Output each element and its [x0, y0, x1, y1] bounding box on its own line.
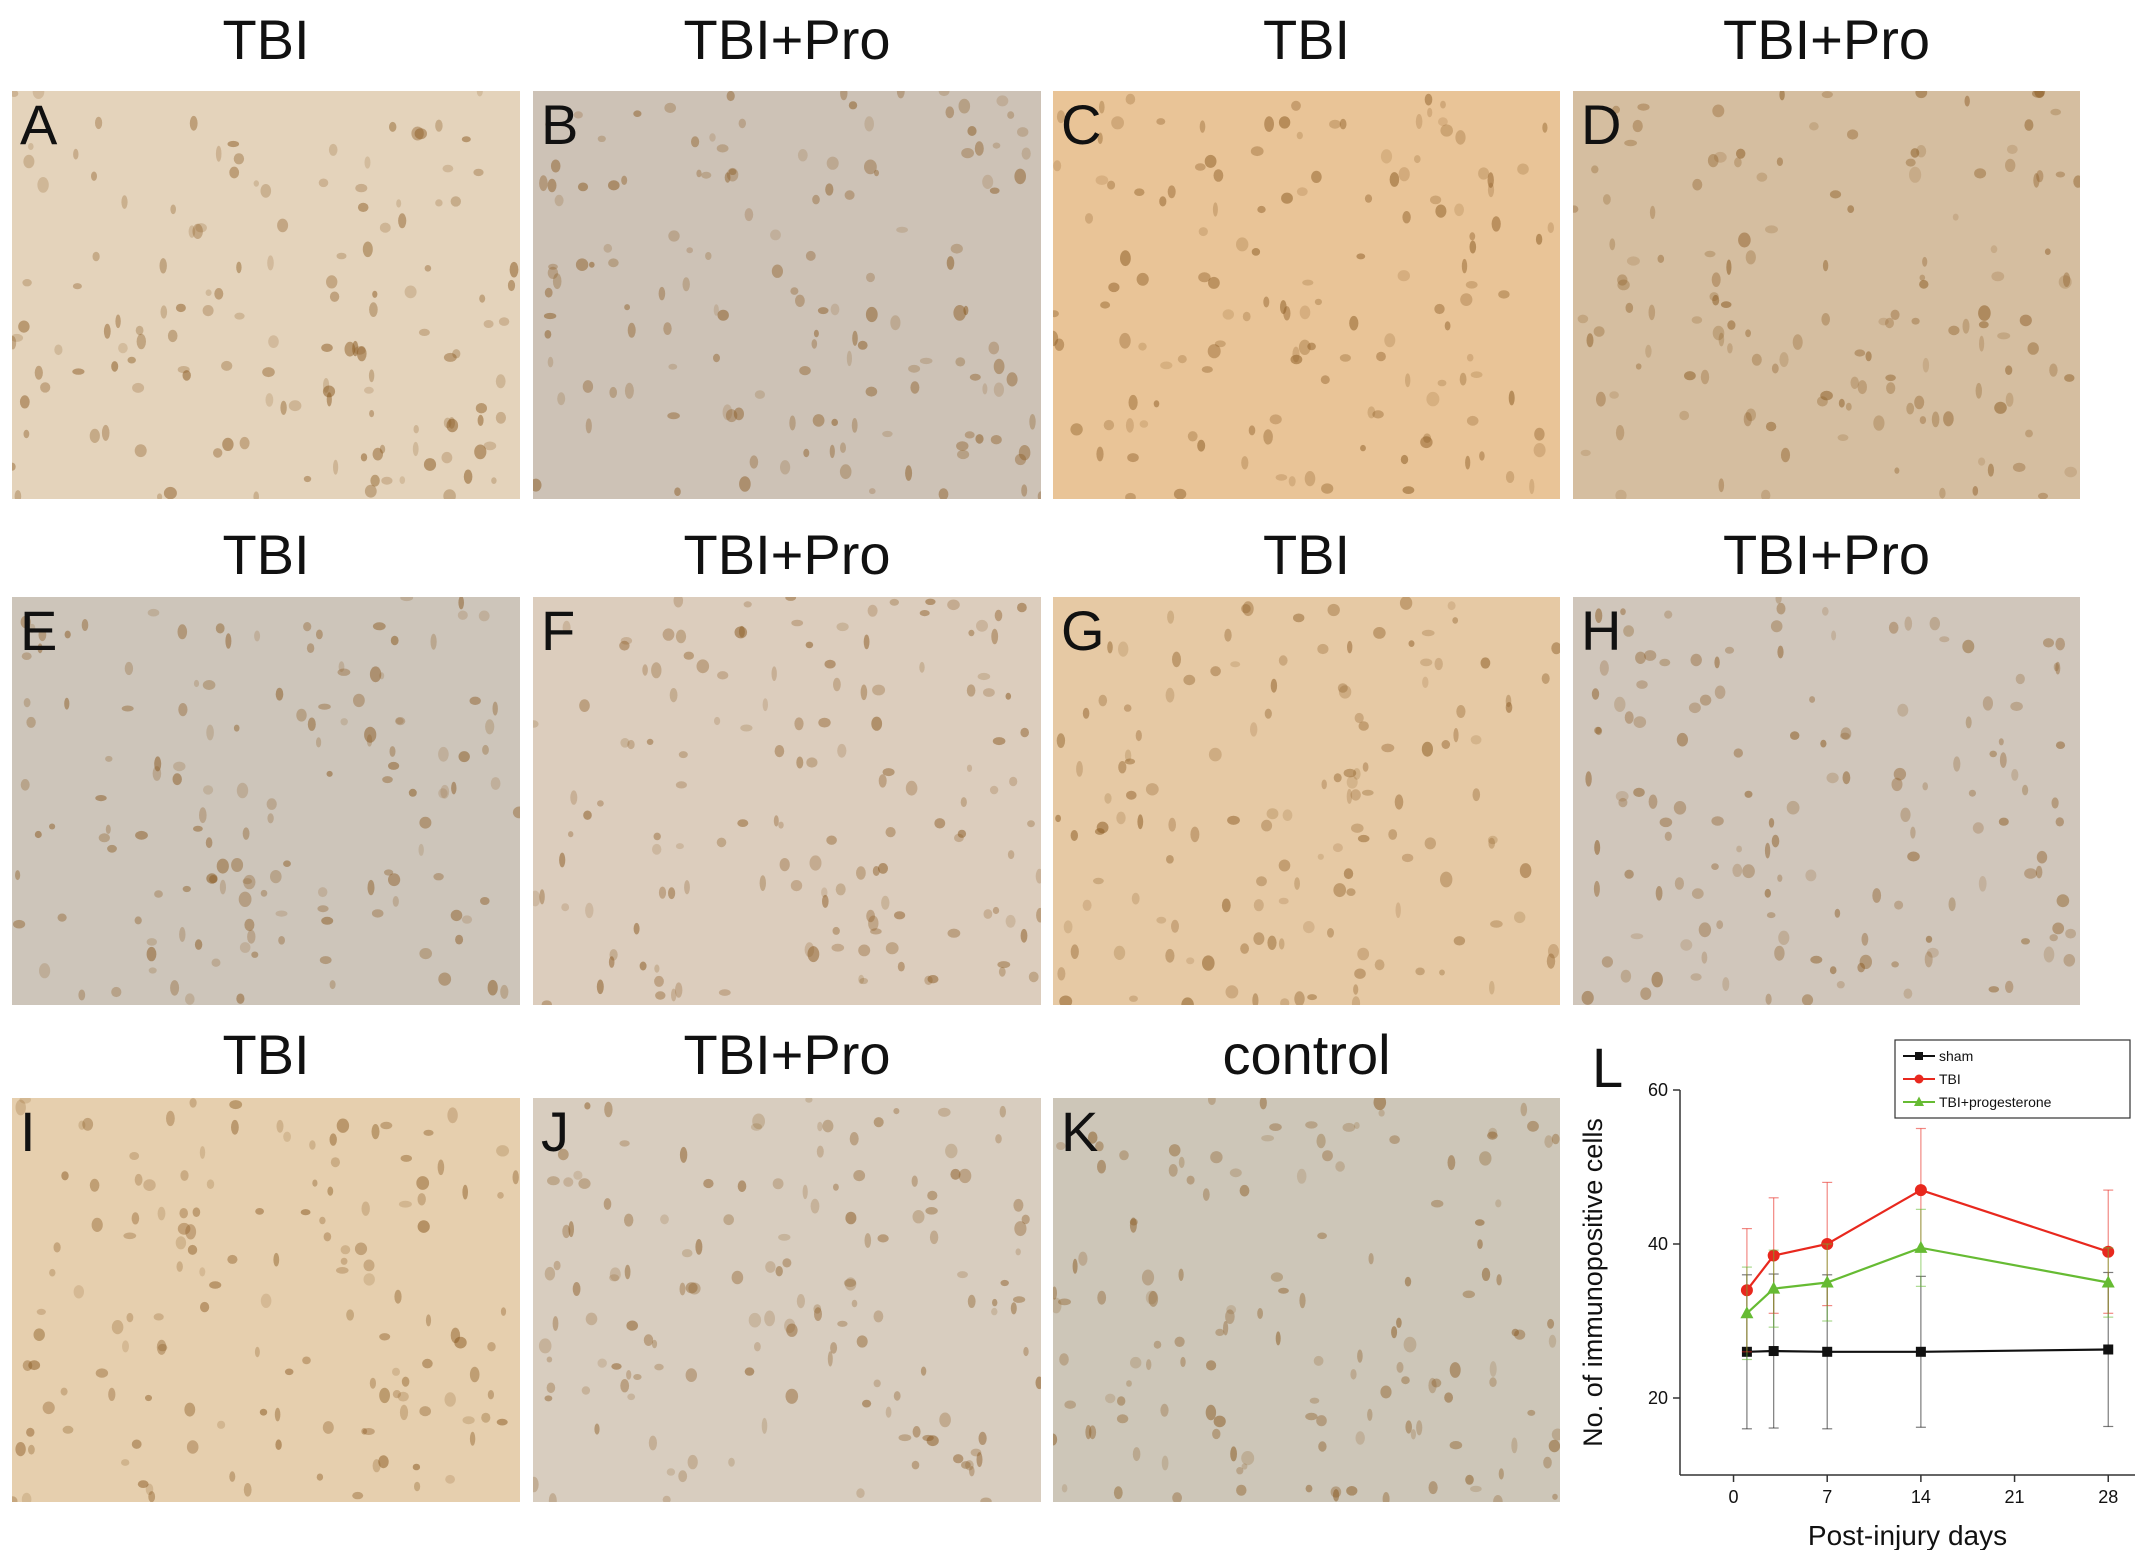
micrograph-f: F — [533, 597, 1041, 1005]
cell-stain-texture — [12, 1098, 519, 1502]
panel-label: F — [541, 599, 576, 662]
cell-stain-texture — [1581, 597, 2076, 1005]
panel-title: TBI — [222, 1023, 310, 1086]
x-axis-label: Post-injury days — [1808, 1520, 2007, 1550]
legend-marker — [1914, 1096, 1924, 1106]
cell-stain-texture — [533, 1098, 1041, 1502]
panel-title: TBI — [222, 8, 310, 71]
data-point — [1820, 1275, 1834, 1288]
micrograph-b: B — [533, 91, 1041, 499]
legend-label: TBI — [1939, 1071, 1961, 1087]
series-line-tbi-progesterone — [1746, 1246, 2109, 1315]
data-point — [1915, 1346, 1926, 1357]
panel-title: TBI+Pro — [1723, 523, 1930, 586]
micrograph-k: K — [1053, 1098, 1560, 1502]
micrograph-e: E — [12, 597, 520, 1005]
panel-label: D — [1581, 93, 1622, 156]
panel-title: TBI — [1262, 8, 1351, 71]
data-point — [1768, 1346, 1779, 1357]
panel-label-l: L — [1592, 1036, 1624, 1099]
x-tick-label: 14 — [1911, 1487, 1931, 1507]
series-line-tbi — [1746, 1188, 2109, 1291]
x-tick-label: 0 — [1729, 1487, 1739, 1507]
panel-label: J — [541, 1100, 569, 1163]
panel-label: C — [1061, 93, 1102, 156]
data-point — [2103, 1344, 2114, 1355]
line-chart: 0 7 14 21 28 20 40 60 Post-injury days No. of imm… — [1578, 1039, 2135, 1550]
legend-label: sham — [1939, 1048, 1973, 1064]
micrograph-a: A — [12, 91, 520, 499]
cell-stain-texture — [1053, 1098, 1560, 1502]
data-point — [1822, 1346, 1833, 1357]
panel-title: TBI+Pro — [683, 8, 891, 71]
x-tick-label: 21 — [2005, 1487, 2025, 1507]
x-tick-label: 28 — [2098, 1487, 2118, 1507]
data-point — [2101, 1275, 2115, 1288]
cell-stain-texture — [1053, 93, 1554, 499]
y-tick-label: 20 — [1648, 1388, 1668, 1408]
y-axis-label: No. of immunopositive cells — [1578, 1118, 1608, 1447]
panel-title: TBI+Pro — [683, 1023, 891, 1086]
panel-title: TBI — [222, 523, 310, 586]
data-point — [1740, 1306, 1754, 1319]
micrograph-h: H — [1573, 597, 2080, 1005]
cell-stain-texture — [1055, 597, 1560, 1005]
cell-stain-texture — [533, 91, 1041, 499]
legend-label: TBI+progesterone — [1939, 1094, 2052, 1110]
micrograph-j: J — [533, 1098, 1041, 1502]
y-tick-label: 40 — [1648, 1234, 1668, 1254]
panel-label: K — [1061, 1100, 1099, 1163]
micrograph-d: D — [1573, 91, 2080, 499]
panel-title: control — [1222, 1023, 1391, 1086]
cell-stain-texture — [1573, 91, 2080, 499]
data-point — [1767, 1281, 1781, 1294]
panel-title: TBI+Pro — [1723, 8, 1930, 71]
panel-label: B — [541, 93, 579, 156]
y-tick-label: 60 — [1648, 1080, 1668, 1100]
panel-title: TBI — [1262, 523, 1351, 586]
panel-label: G — [1061, 599, 1105, 662]
micrograph-c: C — [1053, 91, 1560, 499]
panel-label: I — [20, 1100, 36, 1163]
legend-marker — [1914, 1074, 1924, 1084]
cell-stain-texture — [533, 597, 1041, 1005]
cell-stain-texture — [13, 597, 520, 1005]
panel-label: H — [1581, 599, 1622, 662]
data-point — [1914, 1240, 1928, 1253]
x-tick-label: 7 — [1822, 1487, 1832, 1507]
panel-label: A — [20, 93, 58, 156]
panel-label: E — [20, 599, 58, 662]
micrograph-g: G — [1053, 597, 1560, 1005]
micrograph-i: I — [12, 1098, 520, 1502]
series-line-sham — [1746, 1348, 2109, 1353]
data-point — [1914, 1184, 1927, 1197]
panel-title: TBI+Pro — [683, 523, 891, 586]
legend-marker — [1915, 1052, 1923, 1060]
cell-stain-texture — [12, 91, 519, 499]
